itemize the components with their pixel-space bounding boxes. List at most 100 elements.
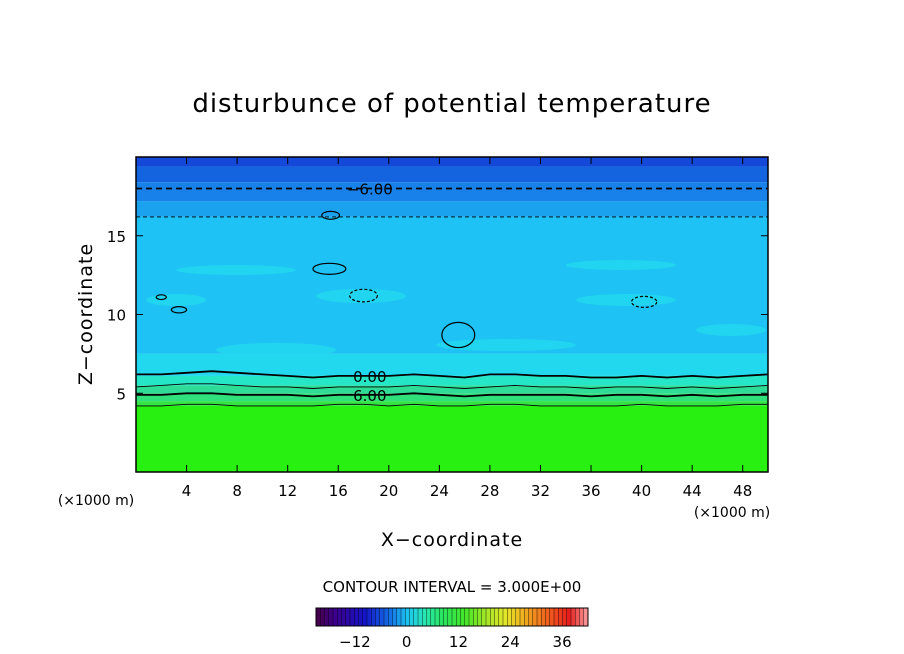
x-tick-label-7: 32	[531, 482, 550, 500]
field-patch-0	[146, 294, 206, 306]
colorbar-tick-label-3: 24	[501, 633, 520, 651]
field-band-3	[136, 385, 768, 394]
y-tick-label-2: 15	[107, 228, 126, 246]
colorbar-cell-9	[354, 608, 359, 626]
colorbar-cell-2	[324, 608, 330, 626]
colorbar-cell-46	[511, 608, 517, 626]
colorbar-cell-8	[350, 608, 355, 626]
colorbar-cell-57	[558, 608, 563, 626]
contour-line-3	[136, 403, 768, 407]
colorbar-cell-53	[541, 608, 546, 626]
colorbar-cell-21	[405, 608, 410, 626]
contour-loop-6	[170, 306, 188, 314]
colorbar-cell-20	[401, 608, 406, 626]
colorbar-cell-61	[575, 608, 580, 626]
x-tick-label-1: 8	[232, 482, 242, 500]
colorbar-cell-7	[345, 608, 351, 626]
colorbar-cell-42	[494, 608, 500, 626]
colorbar-cell-12	[367, 608, 372, 626]
field-patches	[146, 260, 766, 357]
colorbar-cell-14	[375, 608, 381, 626]
colorbar-cell-19	[396, 608, 402, 626]
x-tick-label-11: 48	[733, 482, 752, 500]
field-band-4	[136, 375, 768, 386]
x-axis: 4 8 12 16 20 24 28 32 36 40 44 48	[182, 157, 752, 500]
field-band-0	[136, 405, 768, 472]
colorbar-cell-26	[426, 608, 432, 626]
field-band-7	[136, 201, 768, 217]
colorbar-cell-30	[443, 608, 449, 626]
contour-loop-0	[312, 262, 347, 275]
colorbar-cell-48	[520, 608, 525, 626]
colorbar-cell-55	[549, 608, 555, 626]
colorbar-cell-58	[562, 608, 568, 626]
x-tick-label-4: 20	[379, 482, 398, 500]
colorbar-tick-label-1: 0	[402, 633, 412, 651]
colorbar-cell-43	[498, 608, 504, 626]
contour-loop-5	[630, 295, 658, 309]
colorbar-cell-24	[418, 608, 423, 626]
colorbar-cell-38	[477, 608, 483, 626]
colorbar-cell-17	[388, 608, 393, 626]
colorbar-cell-3	[328, 608, 334, 626]
contour-line-0	[136, 370, 768, 379]
contour-label-2: 6.00	[353, 387, 386, 405]
y-tick-label-1: 10	[107, 307, 126, 325]
y-unit-label: (×1000 m)	[58, 493, 134, 509]
contour-lines	[136, 187, 768, 407]
colorbar-cell-41	[490, 608, 495, 626]
field-band-6	[136, 216, 768, 354]
colorbar-cell-31	[447, 608, 453, 626]
colorbar-cell-10	[358, 608, 364, 626]
colorbar-cell-44	[503, 608, 508, 626]
chart-title: disturbunce of potential temperature	[192, 89, 711, 119]
colorbar-frame	[315, 607, 589, 627]
x-axis-label: X−coordinate	[381, 529, 523, 551]
colorbar-cell-28	[435, 608, 440, 626]
x-tick-label-6: 28	[480, 482, 499, 500]
colorbar-cell-40	[486, 608, 491, 626]
temperature-field	[136, 157, 768, 472]
field-patch-4	[436, 339, 576, 351]
colorbar-cell-22	[409, 608, 415, 626]
colorbar-cell-35	[464, 608, 470, 626]
colorbar-cell-60	[571, 608, 576, 626]
field-band-9	[136, 166, 768, 183]
colorbar-cell-51	[532, 608, 538, 626]
field-band-2	[136, 393, 768, 402]
colorbar-cell-49	[524, 608, 529, 626]
colorbar	[315, 607, 589, 627]
field-band-1	[136, 401, 768, 406]
colorbar-cell-18	[392, 608, 398, 626]
colorbar-tick-label-0: −12	[339, 633, 371, 651]
x-tick-label-0: 4	[182, 482, 192, 500]
colorbar-cell-4	[333, 608, 338, 626]
x-tick-label-2: 12	[278, 482, 297, 500]
field-band-10	[136, 157, 768, 167]
contour-label-5: −6.00	[347, 181, 393, 199]
contour-loop-4	[349, 288, 379, 303]
colorbar-tick-label-4: 36	[553, 633, 572, 651]
contour-loop-1	[321, 210, 341, 220]
colorbar-cell-1	[320, 608, 325, 626]
colorbar-cell-36	[469, 608, 474, 626]
colorbar-tick-label-2: 12	[449, 633, 468, 651]
y-axis: 5 10 15	[107, 228, 768, 403]
x-tick-label-3: 16	[329, 482, 348, 500]
colorbar-cell-62	[579, 608, 585, 626]
colorbar-ticks: −12 0 12 24 36	[339, 633, 572, 651]
contour-loop-2	[441, 321, 476, 349]
colorbar-cell-59	[566, 608, 572, 626]
colorbar-cell-56	[554, 608, 559, 626]
field-patch-7	[566, 260, 676, 270]
contour-line-2	[136, 392, 768, 398]
colorbar-cell-5	[337, 608, 342, 626]
x-tick-label-8: 36	[581, 482, 600, 500]
y-axis-label: Z−coordinate	[75, 243, 97, 385]
field-band-8	[136, 182, 768, 202]
field-patch-1	[316, 289, 406, 303]
colorbar-cell-63	[583, 608, 589, 626]
colorbar-cell-25	[422, 608, 427, 626]
colorbar-cell-54	[545, 608, 551, 626]
